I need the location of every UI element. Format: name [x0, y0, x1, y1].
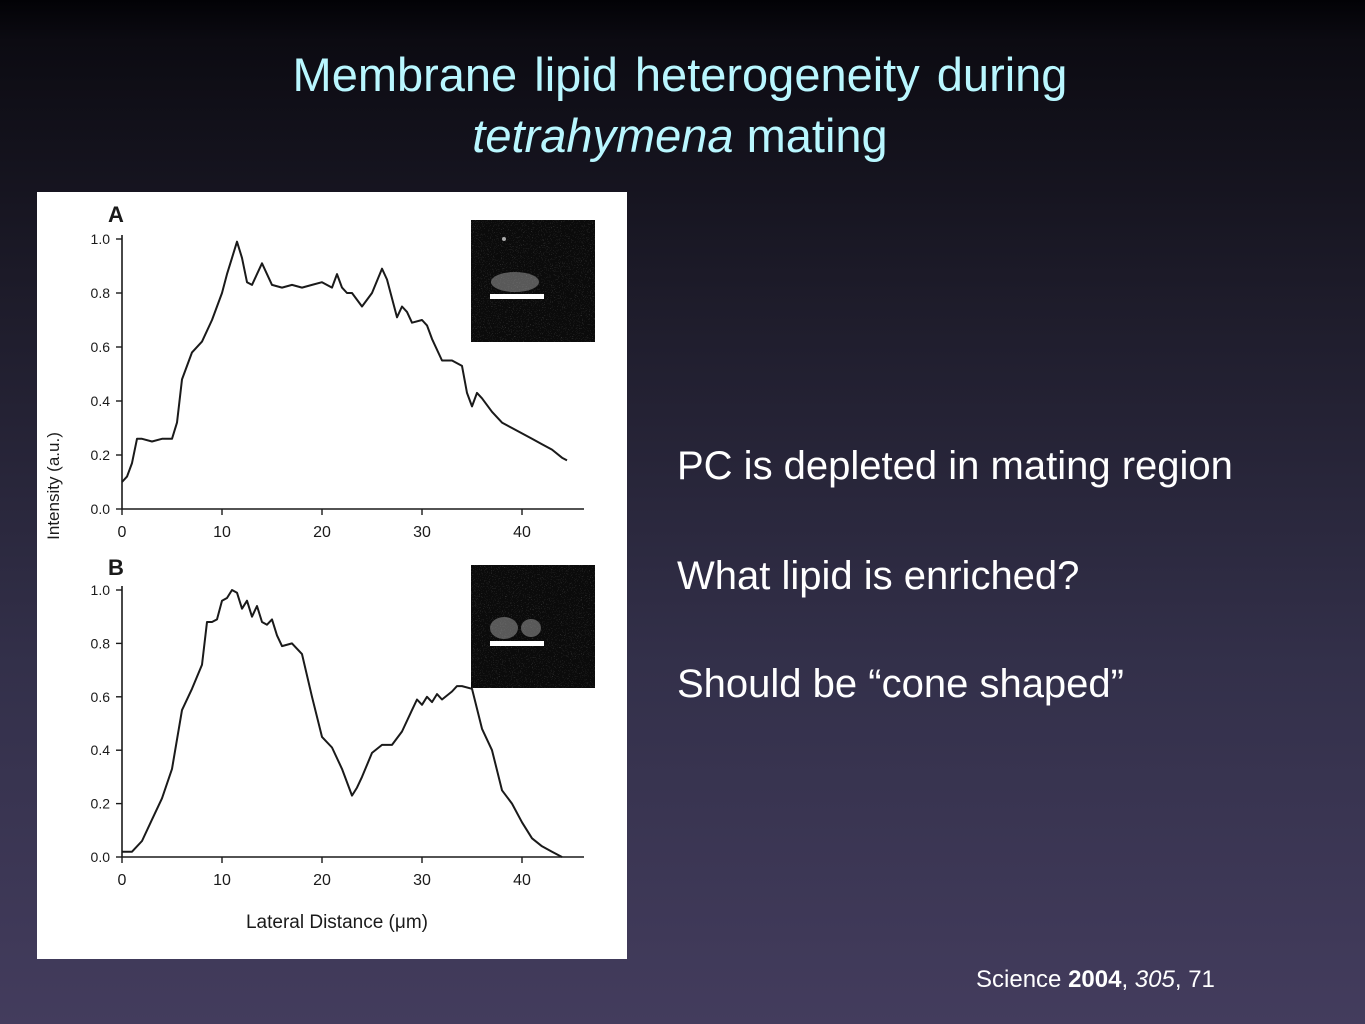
title-rest: mating [733, 109, 888, 162]
bullet-what-lipid: What lipid is enriched? [677, 554, 1080, 598]
x-axis-label: Lateral Distance (μm) [246, 912, 428, 933]
figure-panel: 0.0 0.2 0.4 0.6 0.8 1.0 0 10 20 30 40 A 0.0 0.2 0.4 0.… [37, 192, 627, 959]
y-tick-label-b: 0.4 [91, 742, 111, 758]
inset-micrograph-b [471, 565, 595, 688]
intensity-plots: 0.00.20.40.60.81.00 10 20 30 40A 0.00.20.40.… [44, 202, 595, 933]
y-tick-label-a: 1.0 [91, 231, 111, 247]
bullet-pc-depleted: PC is depleted in mating region [677, 444, 1233, 488]
y-tick-label-b: 1.0 [91, 582, 111, 598]
y-tick-label-a: 0.2 [91, 447, 111, 463]
x-tick-label-b: 10 [213, 872, 231, 889]
y-tick-label-b: 0.2 [91, 796, 111, 812]
x-tick-label-a: 40 [513, 524, 531, 541]
y-tick-label-b: 0.0 [91, 849, 111, 865]
bullet-cone-shaped: Should be “cone shaped” [677, 662, 1124, 706]
citation-sep-2: , [1174, 966, 1189, 993]
x-tick-label-a: 30 [413, 524, 431, 541]
title-line-2: tetrahymena mating [0, 105, 1360, 166]
panel-b-plot: 0.0 0.2 0.4 0.6 0.8 1.0 0 10 20 30 40 B [91, 555, 584, 889]
citation-page: 71 [1188, 966, 1215, 993]
x-tick-label-a: 10 [213, 524, 231, 541]
citation-sep-1: , [1121, 966, 1135, 993]
y-tick-label-a: 0.4 [91, 393, 111, 409]
slide-title: Membrane lipid heterogeneity during tetr… [0, 44, 1360, 166]
x-tick-label-a: 0 [118, 524, 127, 541]
x-tick-label-b: 0 [118, 872, 127, 889]
panel-a-plot: 0.0 0.2 0.4 0.6 0.8 1.0 0 10 20 30 40 A [91, 202, 584, 541]
y-tick-label-a: 0.0 [91, 501, 111, 517]
y-tick-label-b: 0.6 [91, 689, 111, 705]
y-tick-label-a: 0.8 [91, 285, 111, 301]
inset-micrograph-a [471, 220, 595, 342]
citation-journal: Science [976, 966, 1069, 993]
title-italic-word: tetrahymena [472, 109, 734, 162]
citation-volume: 305 [1134, 966, 1175, 993]
y-axis-label: Intensity (a.u.) [44, 432, 63, 540]
citation: Science 2004, 305, 71 [976, 966, 1215, 994]
x-tick-label-b: 40 [513, 872, 531, 889]
panel-label-b: B [108, 555, 124, 580]
panel-label-a: A [108, 202, 124, 227]
intensity-profile-line-a [121, 240, 568, 483]
x-tick-label-b: 20 [313, 872, 331, 889]
intensity-profile-line-b [122, 589, 563, 858]
y-tick-label-a: 0.6 [91, 339, 111, 355]
x-tick-label-a: 20 [313, 524, 331, 541]
y-tick-label-b: 0.8 [91, 635, 111, 651]
citation-year: 2004 [1068, 966, 1122, 993]
x-tick-label-b: 30 [413, 872, 431, 889]
title-line-1: Membrane lipid heterogeneity during [292, 48, 1068, 101]
